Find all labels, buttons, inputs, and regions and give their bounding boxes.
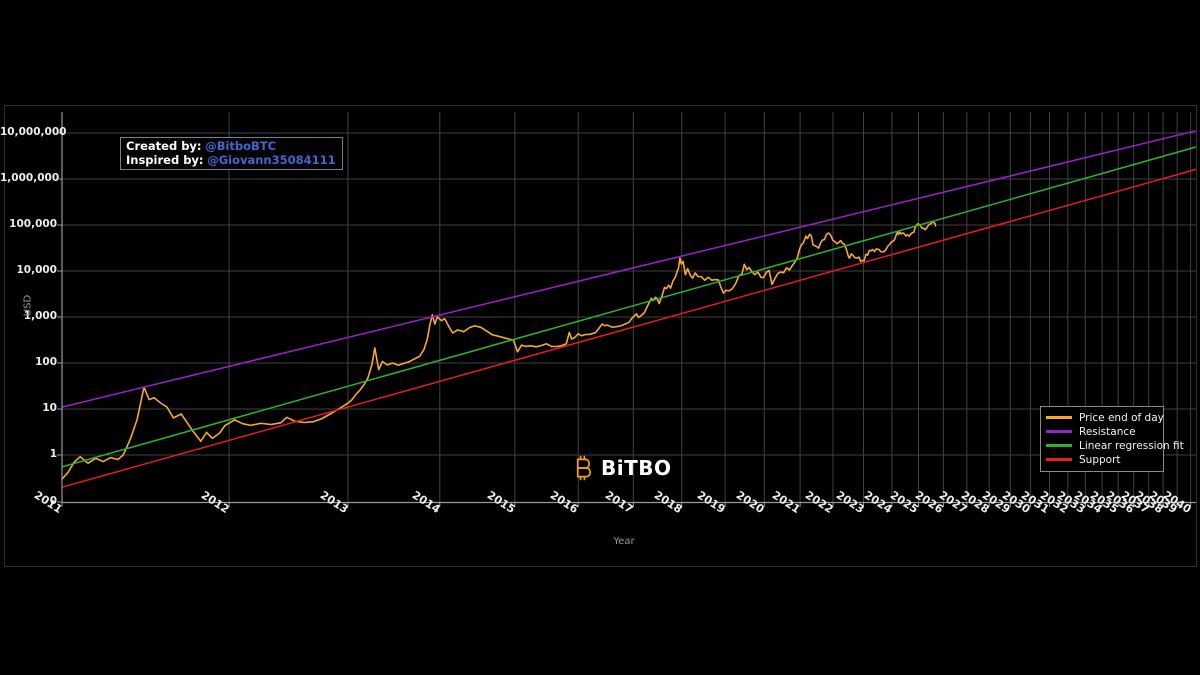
y-tick-label: 0 xyxy=(49,495,57,507)
legend-swatch-resistance xyxy=(1046,430,1072,433)
y-tick-label: 10,000 xyxy=(16,264,57,276)
inspired-by-handle-link[interactable]: @Giovann35084111 xyxy=(207,153,336,167)
resistance-line xyxy=(61,129,1197,408)
credits-box: Created by: @BitboBTC Inspired by: @Giov… xyxy=(120,137,343,170)
y-tick-label: 1,000,000 xyxy=(0,172,60,184)
y-axis-title: USD xyxy=(22,294,34,317)
legend: Price end of day Resistance Linear regress… xyxy=(1040,406,1184,472)
legend-swatch-support xyxy=(1046,458,1072,461)
y-tick-label: 1 xyxy=(49,448,57,460)
y-tick-label: 1,000 xyxy=(23,310,57,322)
created-by-handle-link[interactable]: @BitboBTC xyxy=(205,139,277,153)
y-tick-label: 100,000 xyxy=(9,218,57,230)
legend-label-price: Price end of day xyxy=(1079,411,1164,424)
inspired-by-label: Inspired by: xyxy=(126,153,204,167)
created-by-row: Created by: @BitboBTC xyxy=(126,139,336,153)
y-tick-label: 10 xyxy=(42,402,57,414)
x-axis-title: Year xyxy=(613,536,635,547)
bitbo-logo: BiTBO xyxy=(572,455,672,481)
y-tick-label: 100 xyxy=(35,356,57,368)
legend-label-support: Support xyxy=(1079,453,1121,466)
support-line xyxy=(61,168,1197,488)
regression-line xyxy=(61,146,1197,468)
legend-item-resistance: Resistance xyxy=(1046,425,1159,438)
price-line xyxy=(61,220,937,480)
legend-item-regression: Linear regression fit xyxy=(1046,439,1184,452)
legend-item-support: Support xyxy=(1046,453,1159,466)
created-by-label: Created by: xyxy=(126,139,202,153)
legend-swatch-regression xyxy=(1046,444,1072,447)
legend-label-regression: Linear regression fit xyxy=(1079,439,1184,452)
legend-item-price: Price end of day xyxy=(1046,411,1164,424)
legend-label-resistance: Resistance xyxy=(1079,425,1136,438)
y-tick-label: 10,000,000 xyxy=(0,126,67,138)
legend-swatch-price xyxy=(1046,416,1072,419)
inspired-by-row: Inspired by: @Giovann35084111 xyxy=(126,153,336,167)
bitcoin-symbol-icon xyxy=(576,455,591,481)
logo-text: BiTBO xyxy=(601,456,672,480)
